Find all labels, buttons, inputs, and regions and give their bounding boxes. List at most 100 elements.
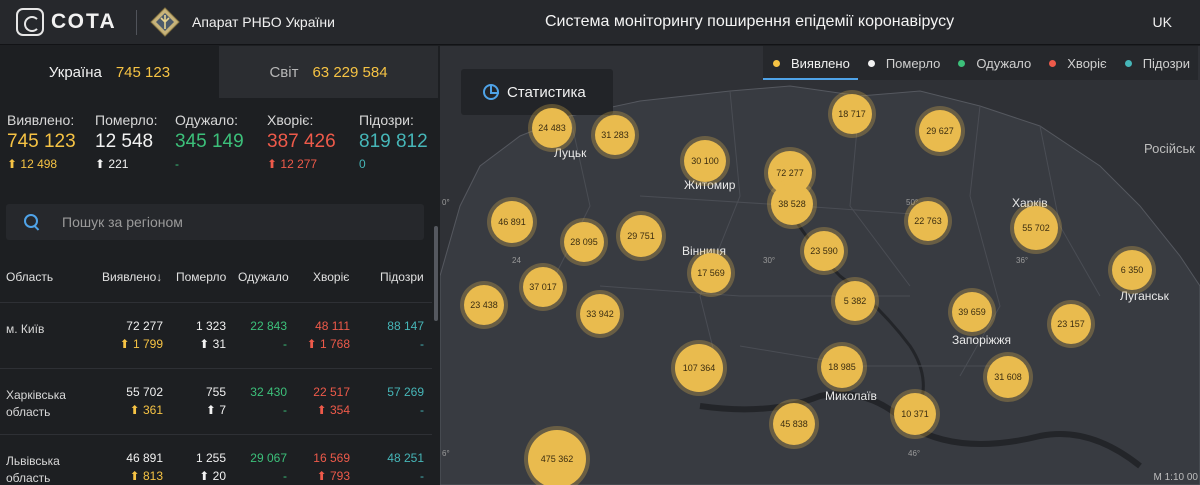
legend-recovered[interactable]: Одужало [948,46,1039,80]
suspected-delta: - [420,469,424,483]
region-name: Харківська область [6,388,66,419]
statistics-button[interactable]: Статистика [461,69,613,115]
total-label: Підозри: [359,112,414,128]
delta-value: 31 [212,337,226,351]
statistics-label: Статистика [507,83,586,101]
delta-value: 354 [329,403,350,417]
region-search[interactable] [6,204,424,240]
suspected-delta: - [420,337,424,351]
grid-label: 24 [512,256,521,265]
map-view[interactable]: Виявлено Померло Одужало Хворіє Підозри … [440,46,1200,485]
dot-icon [1124,59,1132,67]
died-delta: ⬆ 7 [206,403,226,417]
tab-world[interactable]: Світ 63 229 584 [219,46,438,98]
detected-value: 55 702 [126,385,163,399]
case-cluster-bubble[interactable]: 18 985 [821,346,863,388]
suspected-value: 57 269 [387,385,424,399]
language-switch[interactable]: UK [1152,14,1172,30]
column-header-region[interactable]: Область [6,270,54,284]
scope-tabs: Україна 745 123 Світ 63 229 584 [0,46,438,98]
detected-value: 46 891 [126,451,163,465]
case-cluster-bubble[interactable]: 31 608 [987,356,1029,398]
city-label: Запоріжжя [952,333,1011,347]
arrow-up-icon: ⬆ [316,403,330,417]
died-delta: ⬆ 31 [199,337,226,351]
tab-world-value: 63 229 584 [312,63,388,81]
case-cluster-bubble[interactable]: 22 763 [908,201,948,241]
tab-ukraine[interactable]: Україна 745 123 [0,46,219,98]
case-cluster-bubble[interactable]: 10 371 [894,393,936,435]
table-row[interactable]: Львівська область 46 891 ⬆ 813 1 255 ⬆ 20 29 … [0,435,432,485]
grid-label: 46° [908,449,921,458]
arrow-up-icon: ⬆ [95,157,106,171]
case-cluster-bubble[interactable]: 475 362 [528,430,586,485]
case-cluster-bubble[interactable]: 33 942 [580,294,620,334]
arrow-up-icon: ⬆ [306,337,320,351]
total-delta: 0 [359,157,366,171]
sick-delta: ⬆ 793 [317,469,350,483]
delta-value: 813 [142,469,163,483]
total-delta: ⬆ 12 277 [267,157,336,171]
case-cluster-bubble[interactable]: 37 017 [523,267,563,307]
legend-detected[interactable]: Виявлено [763,46,858,80]
search-input[interactable] [62,214,382,230]
header-divider [136,10,137,35]
total-value: 387 426 [267,131,336,152]
grid-label: 0° [442,198,450,207]
column-header-sick[interactable]: Хворіє [313,270,350,284]
case-cluster-bubble[interactable]: 23 438 [464,285,504,325]
case-cluster-bubble[interactable]: 55 702 [1014,206,1058,250]
delta-value: - [283,469,287,483]
case-cluster-bubble[interactable]: 46 891 [491,201,533,243]
case-cluster-bubble[interactable]: 6 350 [1112,250,1152,290]
column-header-died[interactable]: Померло [176,270,227,284]
delta-value: - [283,403,287,417]
recovered-value: 32 430 [250,385,287,399]
case-cluster-bubble[interactable]: 17 569 [691,253,731,293]
pie-chart-icon [483,84,499,100]
column-header-suspected[interactable]: Підозри [380,270,424,284]
case-cluster-bubble[interactable]: 28 095 [564,222,604,262]
sidebar: Україна 745 123 Світ 63 229 584 Виявлено… [0,46,438,485]
column-header-recovered[interactable]: Одужало [238,270,289,284]
case-cluster-bubble[interactable]: 38 528 [771,183,813,225]
arrow-up-icon: ⬆ [316,469,330,483]
case-cluster-bubble[interactable]: 39 659 [952,292,992,332]
recovered-value: 22 843 [250,319,287,333]
case-cluster-bubble[interactable]: 29 751 [620,215,662,257]
legend-died[interactable]: Померло [858,46,949,80]
detected-delta: ⬆ 813 [130,469,163,483]
sidebar-scrollbar[interactable] [434,226,438,321]
legend-suspected[interactable]: Підозри [1115,46,1198,80]
case-cluster-bubble[interactable]: 29 627 [919,110,961,152]
arrow-up-icon: ⬆ [199,469,213,483]
legend-label: Одужало [976,55,1032,71]
case-cluster-bubble[interactable]: 23 157 [1051,304,1091,344]
grid-label: 50° [906,198,919,207]
case-cluster-bubble[interactable]: 5 382 [835,281,875,321]
tab-ukraine-value: 745 123 [115,63,171,81]
total-delta: ⬆ 12 498 [7,157,76,171]
case-cluster-bubble[interactable]: 18 717 [832,94,872,134]
arrow-up-icon: ⬆ [119,337,133,351]
arrow-up-icon: ⬆ [199,337,213,351]
table-row[interactable]: Харківська область 55 702 ⬆ 361 755 ⬆ 7 32 43… [0,369,432,435]
case-cluster-bubble[interactable]: 30 100 [684,140,726,182]
case-cluster-bubble[interactable]: 31 283 [595,115,635,155]
recovered-delta: - [283,469,287,483]
legend-label: Хворіє [1067,55,1107,71]
suspected-delta: - [420,403,424,417]
grid-label: 30° [763,256,776,265]
column-header-detected[interactable]: Виявлено↓ [102,270,162,284]
delta-value: 1 799 [132,337,163,351]
table-row[interactable]: м. Київ 72 277 ⬆ 1 799 1 323 ⬆ 31 22 843 - 48 1… [0,303,432,369]
case-cluster-bubble[interactable]: 45 838 [773,403,815,445]
sota-logo[interactable]: СОТА [16,8,117,36]
died-value: 755 [205,385,226,399]
case-cluster-bubble[interactable]: 107 364 [675,344,723,392]
total-detected: Виявлено: 745 123 ⬆ 12 498 [7,112,76,171]
case-cluster-bubble[interactable]: 23 590 [804,231,844,271]
legend-sick[interactable]: Хворіє [1039,46,1114,80]
case-cluster-bubble[interactable]: 24 483 [532,108,572,148]
delta-value: 1 768 [319,337,350,351]
